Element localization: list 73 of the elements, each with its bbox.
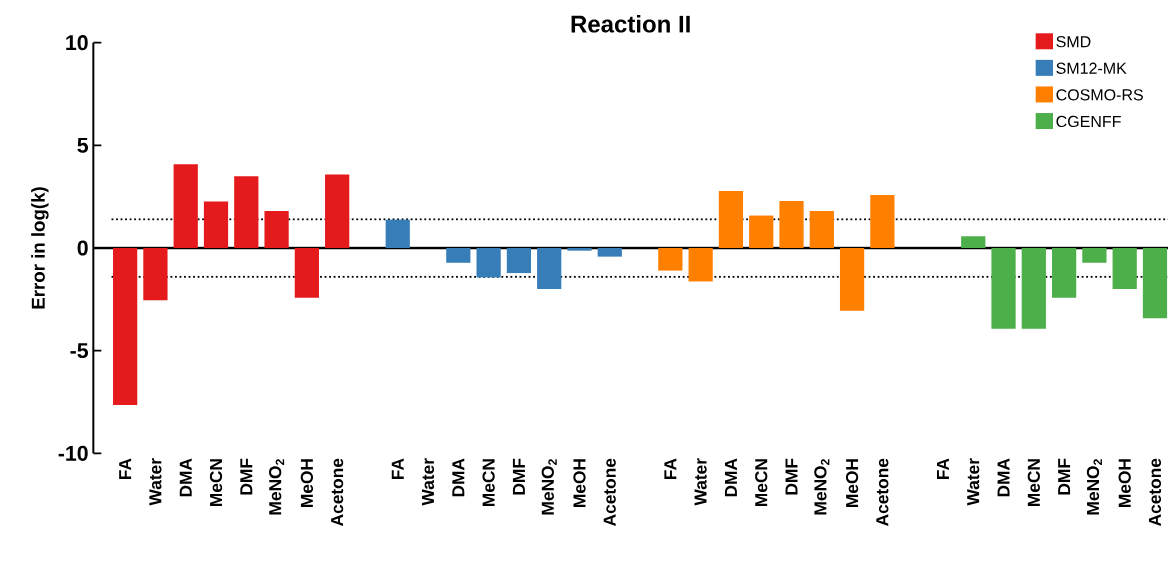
x-tick-label: FA <box>391 458 404 480</box>
x-tick-label: MeCN <box>482 459 495 507</box>
bar <box>1112 248 1137 290</box>
bar <box>991 248 1016 329</box>
y-tick-label: -10 <box>58 445 88 461</box>
bar <box>688 248 713 282</box>
x-tick-label: MeOH <box>573 459 586 507</box>
chart-title: Reaction II <box>571 14 690 33</box>
x-tick-label: MeOH <box>1118 459 1131 507</box>
x-tick-label: Acetone <box>331 458 344 526</box>
x-tick-label: DMF <box>240 458 253 495</box>
bar <box>325 174 350 248</box>
x-tick-label: DMA <box>997 458 1010 497</box>
bar <box>264 211 289 248</box>
y-axis-title: Error in log(k) <box>31 187 49 309</box>
x-tick-label: FA <box>937 458 949 480</box>
bar <box>839 248 865 311</box>
x-tick-label: Acetone <box>876 458 889 526</box>
bar <box>779 200 804 248</box>
bar <box>961 236 986 248</box>
bar <box>143 248 168 301</box>
x-tick-label: MeCN <box>755 459 768 507</box>
x-tick-label: DMF <box>512 458 525 495</box>
bar <box>870 195 895 248</box>
y-tick-label: -5 <box>70 343 89 359</box>
y-tick-label: 0 <box>77 240 88 256</box>
bar <box>1142 248 1168 319</box>
legend-label: COSMO-RS <box>1056 89 1143 101</box>
x-tick-label: FA <box>664 458 677 480</box>
bar <box>658 248 683 271</box>
bar <box>506 248 532 274</box>
x-tick-label: MeCN <box>1027 459 1040 507</box>
bar <box>567 248 592 251</box>
bar <box>385 219 410 248</box>
x-tick-label: Water <box>694 458 707 506</box>
bar <box>234 176 259 248</box>
y-tick-label: 10 <box>66 35 88 51</box>
x-tick-label: Acetone <box>1148 458 1162 526</box>
bar <box>203 201 229 248</box>
x-tick-label: DMA <box>179 458 192 497</box>
x-tick-label: MeOH <box>845 459 859 507</box>
x-tick-label: MeNO$_{2}$ <box>814 459 830 515</box>
x-tick-label: FA <box>119 458 132 480</box>
x-tick-label: MeNO$_{2}$ <box>541 459 557 515</box>
bar <box>113 248 138 406</box>
x-tick-label: MeNO$_{2}$ <box>1086 459 1102 515</box>
bar <box>476 248 501 278</box>
x-tick-label: Water <box>421 458 435 506</box>
bar <box>1052 248 1077 298</box>
x-tick-label: MeOH <box>300 459 314 507</box>
x-tick-label: DMA <box>452 458 465 497</box>
bar <box>537 248 562 290</box>
x-tick-label: MeNO$_{2}$ <box>269 459 285 515</box>
x-tick-label: Water <box>967 458 980 506</box>
x-tick-label: MeCN <box>209 459 223 507</box>
bar <box>718 190 744 248</box>
bar <box>1021 248 1046 329</box>
bar <box>597 248 622 257</box>
bar <box>809 211 834 248</box>
x-tick-label: Water <box>149 458 162 506</box>
x-tick-label: Acetone <box>603 458 616 526</box>
bar <box>446 248 471 263</box>
legend-label: SM12-MK <box>1056 62 1127 74</box>
x-tick-label: DMF <box>785 458 798 495</box>
bar <box>749 215 774 248</box>
legend-label: CGENFF <box>1056 115 1121 128</box>
bar <box>294 248 319 298</box>
x-tick-label: DMF <box>1058 458 1071 495</box>
legend-label: SMD <box>1056 36 1091 48</box>
bar <box>1082 248 1107 263</box>
bar <box>173 164 198 248</box>
x-tick-label: DMA <box>724 458 737 497</box>
y-tick-label: 5 <box>77 137 89 153</box>
